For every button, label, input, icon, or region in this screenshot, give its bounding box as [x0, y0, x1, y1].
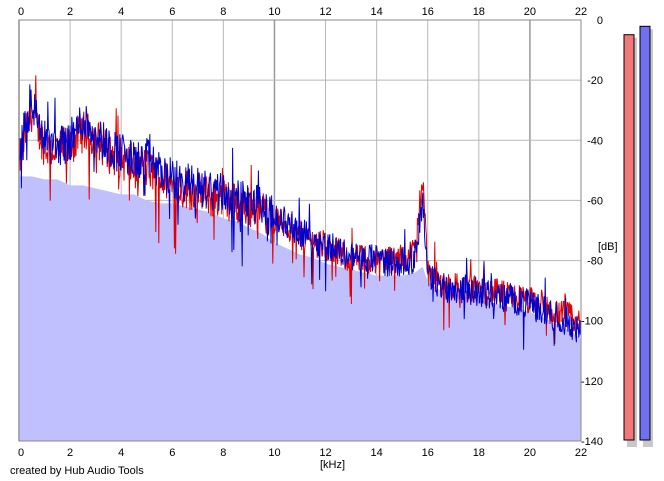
- x-tick-label: 22: [575, 447, 587, 459]
- y-axis-ticks: 0 -20 -40 -60 -80 -100 -120 -140: [581, 15, 603, 448]
- y-tick-label: 0: [597, 15, 603, 27]
- x-tick-label: 10: [268, 6, 280, 18]
- level-meter-bar: [639, 25, 651, 441]
- x-tick-label: 12: [319, 6, 331, 18]
- x-tick-label: 18: [473, 6, 485, 18]
- x-tick-label: 2: [67, 447, 73, 459]
- x-tick-label: 14: [371, 6, 383, 18]
- y-tick-label: -60: [587, 195, 603, 207]
- level-meters: [623, 25, 653, 448]
- y-tick-label: -80: [587, 256, 603, 268]
- footer-credit: created by Hub Audio Tools: [10, 465, 144, 477]
- x-tick-label: 18: [473, 447, 485, 459]
- spectrum-line: [18, 84, 582, 350]
- y-tick-label: -40: [587, 135, 603, 147]
- x-tick-label: 16: [422, 447, 434, 459]
- y-axis-label: [dB]: [598, 241, 618, 253]
- spectrum-area: [19, 176, 581, 441]
- spectrum-lines: [18, 75, 582, 350]
- x-tick-label: 12: [319, 447, 331, 459]
- x-tick-label: 10: [268, 447, 280, 459]
- x-tick-label: 8: [220, 447, 226, 459]
- x-tick-label: 20: [524, 447, 536, 459]
- x-tick-label: 2: [67, 6, 73, 18]
- y-tick-label: -140: [581, 436, 603, 448]
- x-tick-label: 20: [524, 6, 536, 18]
- y-tick-label: -100: [581, 316, 603, 328]
- x-tick-label: 4: [118, 447, 124, 459]
- spectrum-area-fill: [19, 176, 581, 441]
- x-axis-label: [kHz]: [320, 459, 345, 471]
- x-tick-label: 16: [422, 6, 434, 18]
- x-tick-label: 0: [18, 447, 24, 459]
- x-tick-label: 6: [169, 6, 175, 18]
- x-tick-label: 22: [575, 6, 587, 18]
- level-meter-bar: [623, 34, 635, 441]
- x-tick-label: 4: [118, 6, 124, 18]
- x-tick-label: 6: [169, 447, 175, 459]
- plot-border: [18, 19, 582, 442]
- y-tick-label: -120: [581, 376, 603, 388]
- x-tick-label: 14: [371, 447, 383, 459]
- y-tick-label: -20: [587, 75, 603, 87]
- x-tick-label: 8: [220, 6, 226, 18]
- x-tick-label: 0: [18, 6, 24, 18]
- plot-frame: [18, 19, 582, 442]
